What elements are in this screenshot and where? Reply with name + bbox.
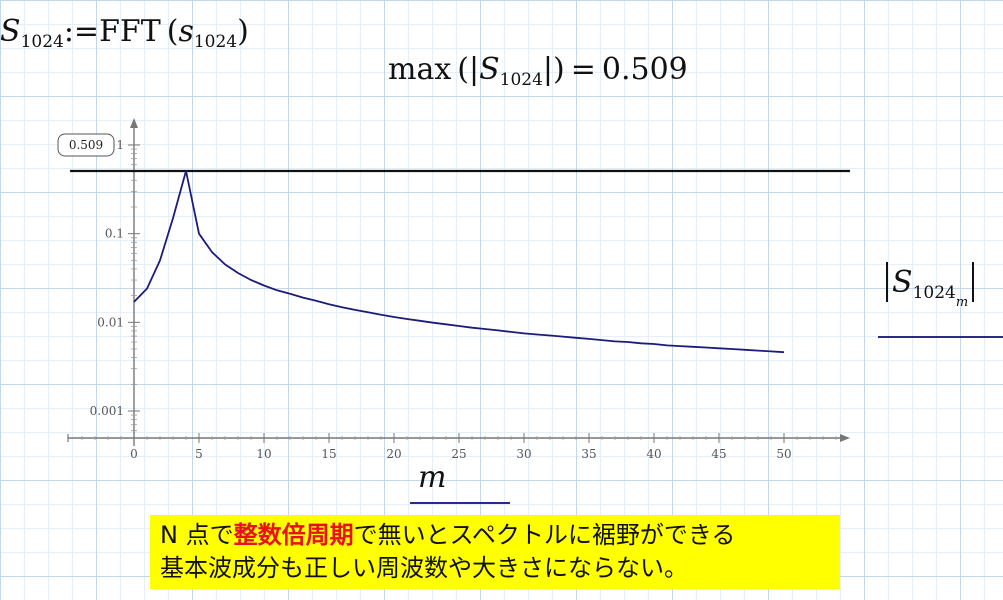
x-tick-label: 0 — [130, 447, 138, 461]
x-axis-label: m — [418, 460, 447, 495]
y-label-underline — [878, 336, 1003, 338]
y-tick-label: 0.01 — [97, 315, 124, 329]
y-axis-label: S1024m — [882, 262, 978, 310]
x-tick-label: 20 — [386, 447, 401, 461]
note-line-2: 基本波成分も正しい周波数や大きさにならない。 — [160, 554, 688, 582]
fft-equation: S1024:=FFT (s1024) — [0, 14, 249, 52]
chart-ticks: 0 5 10 15 20 25 30 35 40 45 50 1 0.1 0.01 0.001 — [81, 138, 837, 461]
series-line — [133, 170, 785, 354]
x-tick-label: 10 — [256, 447, 271, 461]
x-tick-label: 45 — [711, 447, 726, 461]
x-tick-label: 30 — [516, 447, 531, 461]
abs-bar-right — [972, 262, 975, 302]
y-axis-arrow — [130, 118, 138, 128]
x-axis-arrow — [840, 434, 850, 442]
abs-bar-left — [886, 262, 888, 302]
max-equation: max (|S1024|) = 0.509 — [388, 52, 688, 90]
x-tick-label: 5 — [195, 447, 203, 461]
max-marker-label-box — [57, 133, 115, 157]
x-tick-label: 25 — [451, 447, 466, 461]
annotation-note: N 点で整数倍周期で無いとスペクトルに裾野ができる 基本波成分も正しい周波数や大… — [150, 515, 840, 589]
x-tick-label: 40 — [646, 447, 661, 461]
x-tick-label: 35 — [581, 447, 596, 461]
chart-axes — [67, 118, 850, 446]
y-tick-label: 0.001 — [90, 404, 124, 418]
note-highlight: 整数倍周期 — [233, 521, 354, 549]
max-value: 0.509 — [601, 52, 688, 87]
y-tick-label: 1 — [116, 138, 124, 152]
chart-marks: 0.509 — [57, 133, 850, 354]
note-line-1: N 点で整数倍周期で無いとスペクトルに裾野ができる — [160, 521, 736, 549]
x-label-underline — [410, 502, 510, 504]
max-marker-label: 0.509 — [69, 138, 103, 152]
y-tick-label: 0.1 — [105, 227, 124, 241]
x-tick-label: 15 — [321, 447, 336, 461]
x-tick-label: 50 — [776, 447, 791, 461]
